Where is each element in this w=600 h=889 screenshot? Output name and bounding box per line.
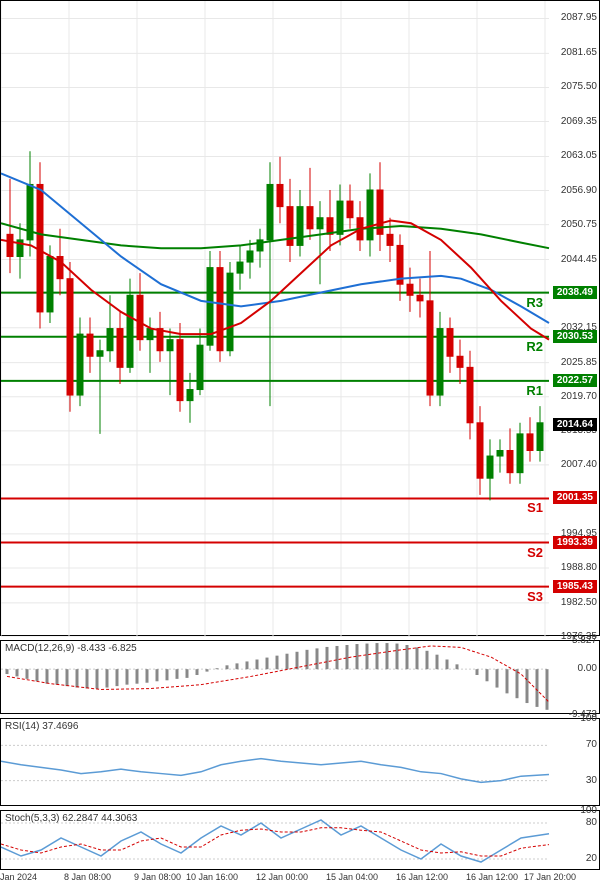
level-label: S1	[527, 500, 543, 515]
level-label: R3	[526, 295, 543, 310]
macd-indicator-panel[interactable]: MACD(12,26,9) -8.433 -6.825 5.8270.00-9.…	[0, 640, 600, 714]
stoch-y-label: 80	[586, 817, 597, 828]
rsi-indicator-panel[interactable]: RSI(14) 37.4696 1007030	[0, 718, 600, 806]
time-axis: Jan 2024 8 Jan 08:00 9 Jan 08:00 10 Jan 16:…	[0, 872, 600, 889]
level-label: S2	[527, 545, 543, 560]
y-axis-label: 2069.35	[561, 116, 597, 127]
rsi-y-label: 70	[586, 739, 597, 750]
x-axis-label: 12 Jan 00:00	[256, 872, 308, 882]
y-axis-label: 1988.80	[561, 562, 597, 573]
y-axis-label: 2044.45	[561, 254, 597, 265]
x-axis-label: 8 Jan 08:00	[64, 872, 111, 882]
y-axis-label: 2087.95	[561, 12, 597, 23]
y-axis-label: 2063.05	[561, 150, 597, 161]
level-label: R2	[526, 339, 543, 354]
level-label: R1	[526, 383, 543, 398]
x-axis-label: Jan 2024	[0, 872, 37, 882]
y-axis-label: 2025.85	[561, 357, 597, 368]
x-axis-label: 10 Jan 16:00	[186, 872, 238, 882]
x-axis-label: 15 Jan 04:00	[326, 872, 378, 882]
stoch-y-label: 100	[580, 805, 597, 816]
stoch-indicator-panel[interactable]: Stoch(5,3,3) 62.2847 44.3063 1008020	[0, 810, 600, 870]
x-axis-label: 9 Jan 08:00	[134, 872, 181, 882]
level-price-box: 2030.53	[553, 330, 597, 343]
level-price-box: 1993.39	[553, 536, 597, 549]
y-axis-label: 2081.65	[561, 47, 597, 58]
macd-y-label: 5.827	[572, 635, 597, 646]
current-price-box: 2014.64	[553, 418, 597, 431]
x-axis-label: 16 Jan 12:00	[466, 872, 518, 882]
y-axis-label: 2075.50	[561, 81, 597, 92]
level-label: S3	[527, 589, 543, 604]
y-axis-label: 1982.50	[561, 597, 597, 608]
stoch-y-label: 20	[586, 853, 597, 864]
y-axis-label: 2019.70	[561, 391, 597, 402]
level-price-box: 1985.43	[553, 580, 597, 593]
rsi-y-label: 30	[586, 775, 597, 786]
y-axis-label: 2007.40	[561, 459, 597, 470]
level-price-box: 2001.35	[553, 491, 597, 504]
x-axis-label: 17 Jan 20:00	[524, 872, 576, 882]
x-axis-label: 16 Jan 12:00	[396, 872, 448, 882]
level-price-box: 2022.57	[553, 374, 597, 387]
main-price-chart[interactable]: 1976.351982.501988.801994.952007.402013.…	[0, 0, 600, 636]
y-axis-label: 2056.90	[561, 185, 597, 196]
rsi-y-label: 100	[580, 713, 597, 724]
macd-y-label: 0.00	[578, 663, 597, 674]
y-axis-label: 2050.75	[561, 219, 597, 230]
level-price-box: 2038.49	[553, 286, 597, 299]
